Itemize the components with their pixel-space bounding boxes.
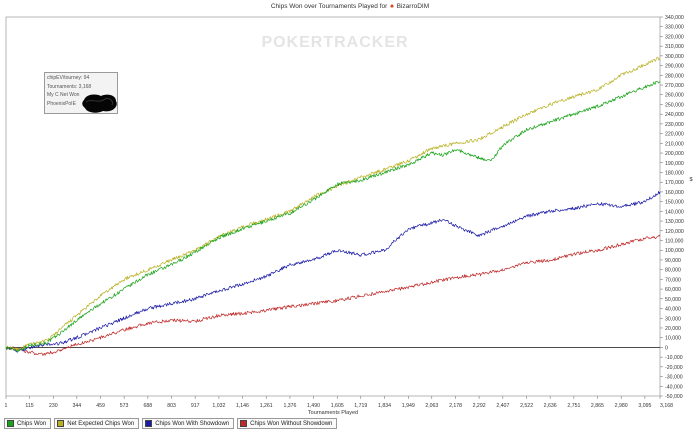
series-line <box>5 190 661 353</box>
x-tick-label: 2,063 <box>425 403 438 409</box>
y-tick-label: 170,000 <box>665 180 684 186</box>
watermark: POKERTRACKER <box>261 34 408 51</box>
tooltip-line: PhoenixPoIE <box>47 101 76 108</box>
y-tick-label: -10,000 <box>665 355 683 361</box>
y-tick-label: 50,000 <box>665 297 681 303</box>
chart-title: Chips Won over Tournaments Played for ♠ … <box>0 3 700 10</box>
legend-label: Chips Won With Showdown <box>155 420 230 427</box>
y-tick-label: 30,000 <box>665 316 681 322</box>
x-tick-label: 1 <box>5 403 8 409</box>
y-tick-label: 180,000 <box>665 170 684 176</box>
legend-label: Net Expected Chips Won <box>67 420 135 427</box>
y-tick-label: 70,000 <box>665 277 681 283</box>
x-tick-label: 573 <box>120 403 129 409</box>
y-tick-label: 270,000 <box>665 83 684 89</box>
y-tick-label: 90,000 <box>665 258 681 264</box>
x-tick-label: 2,407 <box>496 403 509 409</box>
y-tick-label: 60,000 <box>665 287 681 293</box>
y-tick-label: 110,000 <box>665 239 683 245</box>
tooltip-line: Tournaments: 3,168 <box>47 83 92 90</box>
y-tick-label: 280,000 <box>665 73 684 79</box>
x-tick-label: 1,032 <box>212 403 225 409</box>
x-tick-label: 1,490 <box>307 403 320 409</box>
x-tick-label: 230 <box>49 403 58 409</box>
x-tick-label: 688 <box>144 403 153 409</box>
x-tick-label: 2,751 <box>567 403 580 409</box>
legend-item-net-expected[interactable]: Net Expected Chips Won <box>54 418 140 429</box>
legend-item-chips-won[interactable]: Chips Won <box>4 418 52 429</box>
legend-item-with-showdown[interactable]: Chips Won With Showdown <box>142 418 235 429</box>
y-tick-label: 140,000 <box>665 209 684 215</box>
legend-swatch <box>7 420 14 427</box>
y-tick-label: 240,000 <box>665 112 684 118</box>
y-tick-label: -40,000 <box>665 384 683 390</box>
y-tick-label: 310,000 <box>665 44 684 50</box>
x-tick-label: 2,865 <box>591 403 604 409</box>
y-tick-label: 20,000 <box>665 326 681 332</box>
y-tick-label: 160,000 <box>665 190 684 196</box>
x-tick-label: 917 <box>191 403 200 409</box>
x-tick-label: 1,834 <box>378 403 391 409</box>
series-line <box>5 234 661 356</box>
x-tick-label: 1,146 <box>236 403 249 409</box>
x-tick-label: 344 <box>73 403 82 409</box>
y-tick-label: -50,000 <box>665 394 683 400</box>
legend-item-without-showdown[interactable]: Chips Won Without Showdown <box>237 418 338 429</box>
y-tick-label: 230,000 <box>665 122 684 128</box>
y-tick-label: 290,000 <box>665 64 684 70</box>
title-prefix: Chips Won over Tournaments Played for <box>270 3 388 10</box>
x-tick-label: 1,605 <box>331 403 344 409</box>
x-axis-label: Tournaments Played <box>308 410 358 416</box>
y-tick-label: -20,000 <box>665 365 683 371</box>
legend-swatch <box>57 420 65 427</box>
legend-swatch <box>145 420 153 427</box>
y-tick-label: 190,000 <box>665 161 684 167</box>
y-tick-label: 220,000 <box>665 132 684 138</box>
y-tick-label: 100,000 <box>665 248 684 254</box>
x-tick-label: 2,292 <box>473 403 486 409</box>
tooltip-line: chipEV/tourney: 94 <box>47 75 90 81</box>
x-tick-label: 2,178 <box>449 403 462 409</box>
legend-label: Chips Won Without Showdown <box>250 420 333 427</box>
x-tick-label: 1,719 <box>354 403 367 409</box>
y-tick-label: 340,000 <box>665 15 684 21</box>
x-tick-label: 2,980 <box>615 403 628 409</box>
y-axis-label: $ <box>689 177 692 183</box>
x-tick-label: 1,261 <box>260 403 273 409</box>
y-tick-label: 120,000 <box>665 229 684 235</box>
tooltip-line: My C Net Won <box>47 92 80 99</box>
y-tick-label: 210,000 <box>665 141 684 147</box>
x-tick-label: 2,636 <box>544 403 557 409</box>
redaction-scribble <box>82 94 117 113</box>
y-tick-label: 130,000 <box>665 219 684 225</box>
y-tick-label: 0 <box>665 345 668 351</box>
y-tick-label: 320,000 <box>665 34 684 40</box>
x-tick-label: 3,095 <box>638 403 651 409</box>
y-tick-label: 150,000 <box>665 200 684 206</box>
series-line <box>5 80 661 353</box>
legend-swatch <box>240 420 248 427</box>
x-tick-label: 1,376 <box>283 403 296 409</box>
pokertracker-spade-icon: ♠ <box>390 3 394 10</box>
x-tick-label: 2,522 <box>520 403 533 409</box>
y-tick-label: 40,000 <box>665 307 681 313</box>
y-tick-label: 200,000 <box>665 151 684 157</box>
x-tick-label: 115 <box>25 403 33 409</box>
legend: Chips Won Net Expected Chips Won Chips W… <box>4 418 338 429</box>
y-tick-label: 250,000 <box>665 102 684 108</box>
legend-label: Chips Won <box>17 420 47 427</box>
y-tick-label: 330,000 <box>665 25 684 31</box>
y-tick-label: 80,000 <box>665 268 681 274</box>
x-tick-label: 803 <box>167 403 176 409</box>
player-name: BizarroDIM <box>396 3 430 10</box>
y-tick-label: 260,000 <box>665 93 684 99</box>
x-tick-label: 1,949 <box>402 403 415 409</box>
x-tick-label: 459 <box>96 403 105 409</box>
y-tick-label: -30,000 <box>665 375 683 381</box>
y-tick-label: 10,000 <box>665 336 681 342</box>
y-tick-label: 300,000 <box>665 54 684 60</box>
x-tick-label: 3,168 <box>660 403 673 409</box>
